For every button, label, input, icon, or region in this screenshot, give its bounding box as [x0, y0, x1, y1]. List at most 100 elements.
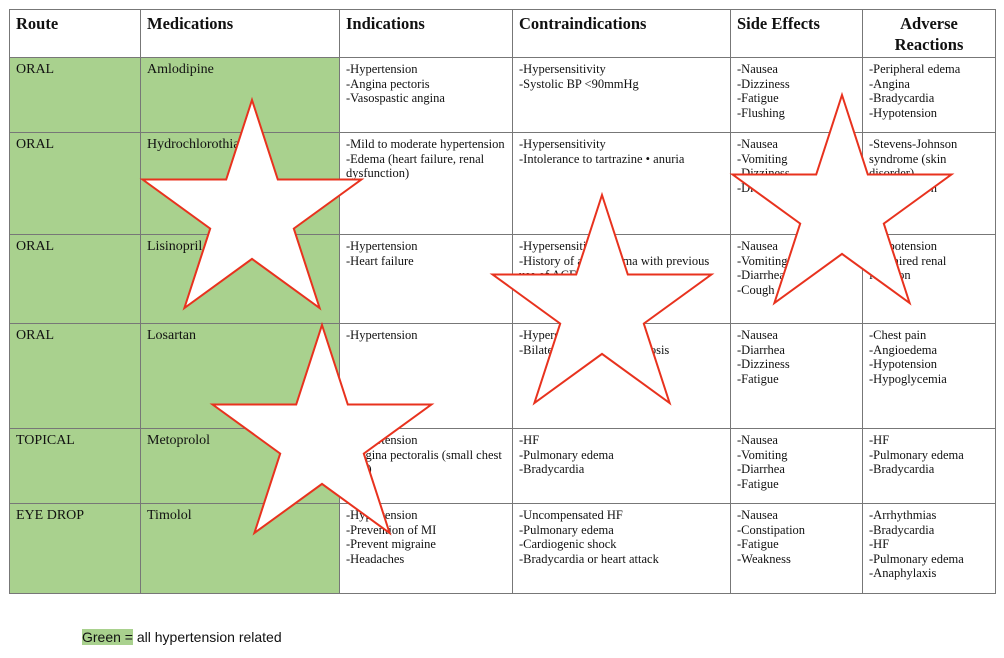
cell-line: -Anaphylaxis — [869, 566, 937, 580]
medication-cell: Hydrochlorothiazide — [140, 132, 340, 235]
cell-line: -Flushing — [737, 105, 785, 120]
cell-line: -Hypotension — [869, 180, 938, 195]
cell-line: -Nausea — [737, 62, 778, 76]
side-effects-cell: -Nausea -Vomiting -Diarrhea -Fatigue — [730, 428, 863, 504]
side-effects-cell: -Nausea -Diarrhea -Dizziness -Fatigue — [730, 323, 863, 429]
cell-line: -Diarrhea — [737, 268, 785, 282]
cell-line: -Drowsiness — [737, 180, 800, 195]
cell-line: -Fatigue — [737, 476, 779, 491]
table-row: TOPICAL Metoprolol -Hypertension -Angina pe… — [9, 428, 996, 504]
contraindications-cell: -Hypersensitivity -Intolerance to tartraz… — [512, 132, 731, 235]
table-row: ORAL Lisinopril -Hypertension -Heart failur… — [9, 234, 996, 324]
side-effects-cell: -Nausea -Vomiting -Dizziness -Drowsiness — [730, 132, 863, 235]
medication-table: Route Medications Indications Contraindi… — [9, 9, 996, 594]
adverse-reactions-cell: -Arrhythmias -Bradycardia -HF -Pulmonary ed… — [862, 503, 996, 594]
cell-line: -Angioedema — [869, 342, 938, 357]
adverse-reactions-cell: -Peripheral edema -Angina -Bradycardia -Hyp… — [862, 57, 996, 133]
medication-cell: Losartan — [140, 323, 340, 429]
route-cell: ORAL — [9, 234, 141, 324]
cell-line: -Nausea — [737, 433, 778, 447]
cell-line: -Nausea — [737, 328, 778, 342]
cell-line: -Vomiting — [737, 253, 788, 268]
cell-line: -Nausea — [737, 239, 778, 253]
cell-line: -Diarrhea — [737, 342, 785, 357]
header-row: Route Medications Indications Contraindi… — [9, 9, 996, 58]
side-effects-cell: -Nausea -Dizziness -Fatigue -Flushing — [730, 57, 863, 133]
table-row: ORAL Hydrochlorothiazide -Mild to moderate… — [9, 132, 996, 235]
cell-line: -Pulmonary edema — [869, 447, 964, 462]
cell-line: -Hypertension — [346, 433, 418, 447]
cell-line: -Vomiting — [737, 151, 788, 166]
table-row: ORAL Losartan -Hypertension -Hypersensitivi… — [9, 323, 996, 429]
cell-line: -Nausea — [737, 137, 778, 151]
cell-line: -Cough — [737, 282, 775, 297]
cell-line: -Nausea — [737, 508, 778, 522]
cell-line: -Mild to moderate hypertension — [346, 137, 505, 151]
cell-line: -Bradycardia — [869, 91, 935, 105]
cell-line: -Hypersensitivity — [519, 328, 606, 342]
cell-line: -Pulmonary edema — [869, 551, 964, 566]
legend: Green = all hypertension related — [82, 629, 282, 645]
header-adverse-reactions: Adverse Reactions — [862, 9, 996, 58]
cell-line: -Arrhythmias — [869, 508, 937, 522]
cell-line: -Hypersensitivity — [519, 239, 606, 253]
adverse-reactions-cell: -Hypotension -Impaired renal function — [862, 234, 996, 324]
cell-line: -Prevent migraine — [346, 537, 436, 551]
medication-cell: Amlodipine — [140, 57, 340, 133]
cell-line: -Dizziness — [737, 357, 790, 371]
table-row: ORAL Amlodipine -Hypertension -Angina pecto… — [9, 57, 996, 133]
indications-cell: -Hypertension -Angina pectoris -Vasospasti… — [339, 57, 513, 133]
cell-line: -Chest pain — [869, 328, 927, 342]
cell-line: -Angina — [869, 76, 910, 91]
cell-line: -Fatigue — [737, 537, 779, 551]
header-side-effects: Side Effects — [730, 9, 863, 58]
indications-cell: -Hypertension -Heart failure — [339, 234, 513, 324]
cell-line: -Bradycardia — [519, 462, 585, 476]
header-medications: Medications — [140, 9, 340, 58]
adverse-reactions-cell: -HF -Pulmonary edema -Bradycardia — [862, 428, 996, 504]
medication-cell: Lisinopril — [140, 234, 340, 324]
cell-line: -Heart failure — [346, 253, 414, 268]
cell-line: -Constipation — [737, 522, 806, 537]
cell-line: -Edema (heart failure, renal dysfunction… — [346, 151, 488, 181]
cell-line: -Dizziness — [737, 166, 790, 180]
cell-line: -Pulmonary edema — [519, 522, 614, 537]
table-row: EYE DROP Timolol -Hypertension -Prevention … — [9, 503, 996, 594]
cell-line: -Angina pectoris — [346, 76, 430, 91]
cell-line: -Pulmonary edema — [519, 447, 614, 462]
route-cell: EYE DROP — [9, 503, 141, 594]
indications-cell: -Hypertension -Prevention of MI -Prevent m… — [339, 503, 513, 594]
cell-line: -Hypersensitivity — [519, 62, 606, 76]
cell-line: -Bradycardia — [869, 462, 935, 476]
cell-line: -Hypotension — [869, 357, 938, 371]
header-indications: Indications — [339, 9, 513, 58]
cell-line: -Bradycardia — [869, 522, 935, 537]
adverse-reactions-cell: -Chest pain -Angioedema -Hypotension -Hypog… — [862, 323, 996, 429]
medication-cell: Timolol — [140, 503, 340, 594]
legend-green-label: Green = — [82, 629, 133, 645]
contraindications-cell: -Hypersensitivity -History of angioedema … — [512, 234, 731, 324]
cell-line: -HF — [869, 537, 890, 551]
side-effects-cell: -Nausea -Constipation -Fatigue -Weakness — [730, 503, 863, 594]
cell-line: -Dizziness — [737, 76, 790, 91]
cell-line: -Hypertension — [346, 508, 418, 522]
cell-line: -Fatigue — [737, 371, 779, 386]
contraindications-cell: -Hypersensitivity -Bilateral renal artery… — [512, 323, 731, 429]
cell-line: -Hypertension — [346, 328, 418, 342]
cell-line: -Impaired renal function — [869, 253, 950, 283]
cell-line: -Headaches — [346, 551, 405, 566]
cell-line: -HF — [869, 433, 890, 447]
route-cell: ORAL — [9, 323, 141, 429]
contraindications-cell: -Hypersensitivity -Systolic BP <90mmHg — [512, 57, 731, 133]
cell-line: -Cardiogenic shock — [519, 537, 617, 551]
cell-line: -Peripheral edema — [869, 62, 961, 76]
contraindications-cell: -HF -Pulmonary edema -Bradycardia — [512, 428, 731, 504]
cell-line: -Hypersensitivity — [519, 137, 606, 151]
contraindications-cell: -Uncompensated HF -Pulmonary edema -Cardio… — [512, 503, 731, 594]
header-contraindications: Contraindications — [512, 9, 731, 58]
cell-line: -Vasospastic angina — [346, 91, 445, 105]
indications-cell: -Hypertension — [339, 323, 513, 429]
cell-line: -Intolerance to tartrazine • anuria — [519, 151, 685, 166]
adverse-reactions-cell: -Stevens-Johnson syndrome (skin disorder… — [862, 132, 996, 235]
cell-line: -Weakness — [737, 551, 791, 566]
